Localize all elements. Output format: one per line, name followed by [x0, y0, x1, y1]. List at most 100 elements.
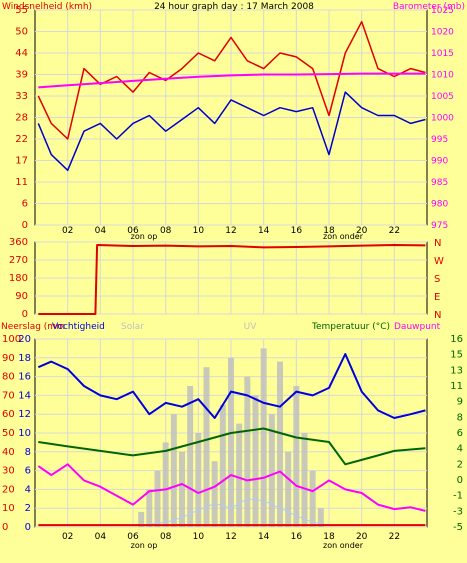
solar-bar — [260, 348, 267, 527]
barometer-line — [38, 72, 426, 89]
rain-y-tick: 20 — [2, 484, 15, 495]
temperature-line — [38, 427, 426, 466]
humidity-x-tick: 14 — [258, 532, 270, 542]
solar-bar — [252, 395, 259, 527]
wind-x-tick: 02 — [62, 226, 73, 236]
solar-axis-label: Solar — [121, 322, 144, 332]
humidity-y-tick: 20 — [18, 334, 31, 345]
rain-y-tick: 10 — [2, 503, 15, 514]
rain-axis-label: Neerslag (mm — [1, 322, 65, 332]
solar-bar — [277, 361, 283, 527]
wind-y-tick: 39 — [15, 70, 28, 81]
wind-x-tick: 08 — [160, 226, 172, 236]
solar-bar — [203, 367, 210, 527]
rain-y-tick: 40 — [2, 447, 15, 458]
humidity-y-tick: 16 — [18, 372, 31, 383]
humidity-line — [37, 353, 426, 419]
solar-bar — [154, 470, 161, 527]
humidity-x-tick: 10 — [193, 532, 205, 542]
compass-tick: N — [434, 238, 441, 249]
compass-tick: N — [434, 310, 441, 321]
solar-bar — [162, 442, 169, 527]
barometer-y-tick: 985 — [431, 178, 448, 188]
wind-x-tick: 16 — [291, 226, 303, 236]
solar-bar — [309, 470, 316, 527]
solar-bar — [244, 376, 251, 527]
solar-bar — [211, 461, 218, 527]
solar-bar — [146, 489, 153, 527]
rain-y-tick: 100 — [2, 334, 21, 345]
wind-sunrise-label: zon op — [131, 232, 158, 241]
wind-sunset-label: zon onder — [323, 232, 364, 241]
temperature-y-tick: 2 — [457, 459, 463, 470]
wind-x-tick: 06 — [127, 226, 139, 236]
barometer-y-tick: 990 — [431, 157, 448, 167]
humidity-y-tick: 2 — [25, 503, 31, 514]
temperature-y-tick: 11 — [450, 381, 463, 392]
solar-bar — [170, 414, 177, 527]
uv-axis-label: UV — [244, 322, 258, 332]
wind-y-tick: 22 — [15, 134, 28, 145]
wind-y-tick: 11 — [15, 177, 28, 188]
wind-y-tick: 17 — [15, 156, 28, 167]
humidity-x-tick: 08 — [160, 532, 172, 542]
humidity-x-tick: 06 — [127, 532, 139, 542]
solar-bar — [293, 386, 300, 527]
solar-bar — [195, 433, 202, 527]
humidity-y-tick: 6 — [25, 466, 31, 477]
wind-y-tick: 28 — [15, 113, 28, 124]
rain-y-tick: 80 — [2, 372, 15, 383]
humidity-sunrise-label: zon op — [131, 541, 158, 550]
solar-bar — [179, 451, 185, 527]
direction-y-tick: 0 — [22, 309, 28, 320]
barometer-y-tick: 1020 — [431, 28, 454, 38]
wind-direction-line — [38, 244, 426, 315]
temperature-y-tick: -5 — [453, 522, 463, 533]
barometer-axis-label: Barometer (mb) — [393, 2, 465, 12]
humidity-y-tick: 14 — [18, 390, 31, 401]
wind-y-tick: 50 — [15, 27, 28, 38]
solar-bar — [268, 414, 275, 527]
wind-chart-title: 24 hour graph day : 17 March 2008 — [154, 2, 314, 12]
wind-y-tick: 0 — [22, 220, 28, 231]
wind-y-tick: 55 — [15, 5, 28, 16]
direction-y-tick: 270 — [9, 255, 28, 266]
barometer-y-tick: 980 — [431, 200, 448, 210]
wind-x-tick: 22 — [389, 226, 400, 236]
rain-y-tick: 30 — [2, 466, 15, 477]
rain-y-tick: 0 — [2, 522, 8, 533]
barometer-y-tick: 995 — [431, 135, 448, 145]
solar-bar — [228, 357, 234, 527]
humidity-x-tick: 04 — [95, 532, 107, 542]
wind-axis-label: Windsnelheid (kmh) — [2, 2, 92, 12]
humidity-x-tick: 16 — [291, 532, 303, 542]
rain-y-tick: 50 — [2, 428, 15, 439]
temperature-y-tick: 8 — [457, 412, 463, 423]
barometer-y-tick: 1025 — [431, 6, 454, 16]
dewpoint-line — [37, 463, 426, 512]
barometer-y-tick: 1015 — [431, 49, 454, 59]
solar-bar — [285, 451, 292, 527]
humidity-y-tick: 12 — [18, 409, 31, 420]
rain-y-tick: 60 — [2, 409, 15, 420]
temperature-y-tick: 13 — [450, 365, 463, 376]
humidity-x-tick: 12 — [225, 532, 236, 542]
solar-bar — [138, 511, 145, 527]
barometer-y-tick: 1005 — [431, 92, 454, 102]
compass-tick: S — [434, 274, 440, 285]
wind-x-tick: 10 — [193, 226, 205, 236]
humidity-y-tick: 10 — [18, 428, 31, 439]
wind-gust-line — [37, 91, 426, 172]
wind-y-tick: 44 — [15, 48, 28, 59]
solar-bar — [301, 433, 308, 527]
humidity-x-tick: 22 — [389, 532, 400, 542]
barometer-y-tick: 1010 — [431, 71, 454, 81]
humidity-y-tick: 0 — [25, 522, 31, 533]
direction-y-tick: 180 — [9, 273, 28, 284]
solar-bar — [187, 386, 194, 527]
direction-y-tick: 90 — [15, 291, 28, 302]
compass-tick: E — [434, 292, 440, 303]
uv-line — [141, 498, 330, 526]
dewpoint-axis-label: Dauwpunt — [394, 322, 441, 332]
